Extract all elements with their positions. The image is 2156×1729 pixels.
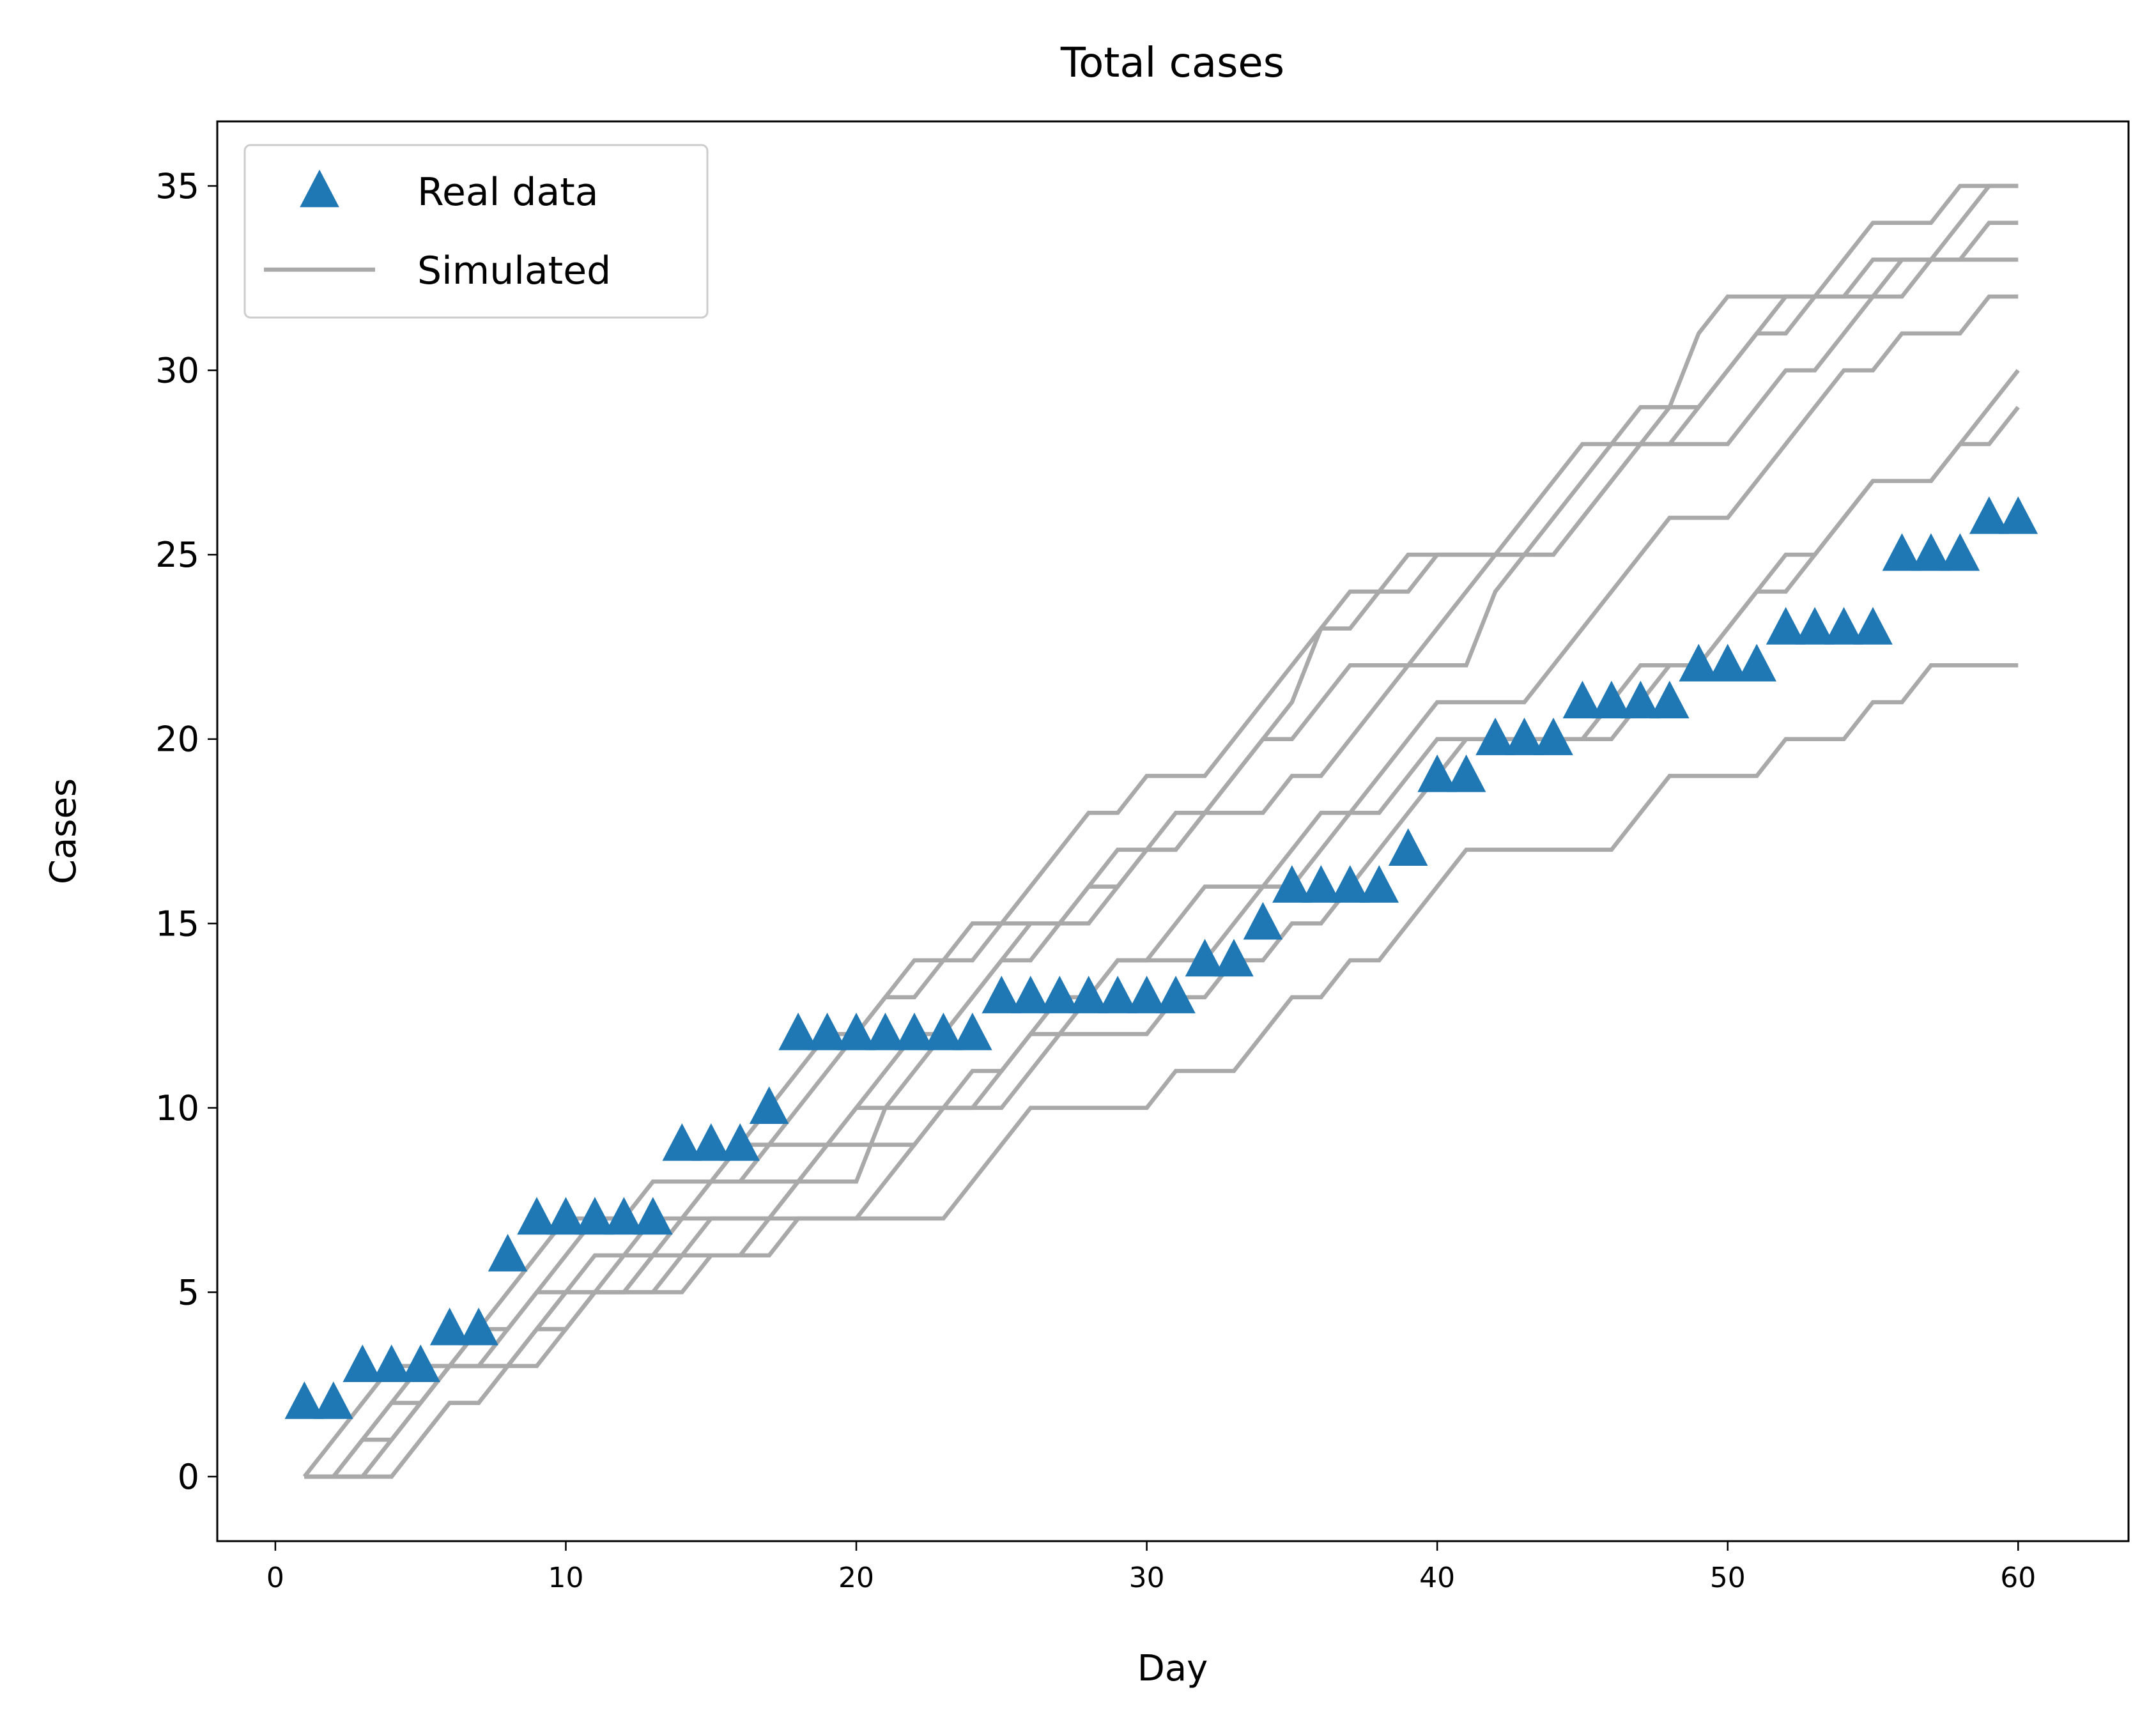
data-point bbox=[923, 1012, 964, 1050]
data-point bbox=[1737, 643, 1776, 682]
data-point bbox=[401, 1344, 440, 1383]
data-point bbox=[1098, 976, 1137, 1013]
legend-marker bbox=[300, 169, 339, 208]
plot-frame bbox=[216, 120, 2130, 1542]
data-point bbox=[1068, 976, 1109, 1013]
simulated-line bbox=[304, 663, 2019, 1479]
data-point bbox=[1214, 939, 1254, 977]
data-point bbox=[1998, 496, 2038, 534]
x-tick-label: 20 bbox=[838, 1562, 874, 1594]
data-point bbox=[778, 1012, 818, 1050]
data-point bbox=[720, 1123, 760, 1161]
y-tick-label: 10 bbox=[155, 1088, 199, 1128]
data-point bbox=[895, 1012, 934, 1050]
x-tick-label: 10 bbox=[548, 1562, 583, 1594]
data-point bbox=[1911, 533, 1951, 571]
data-point bbox=[749, 1086, 789, 1125]
data-point bbox=[865, 1012, 905, 1050]
data-point bbox=[1969, 496, 2009, 534]
x-tick-label: 40 bbox=[1419, 1562, 1455, 1594]
data-point bbox=[1592, 680, 1631, 719]
data-point bbox=[662, 1123, 702, 1161]
data-point bbox=[1766, 606, 1806, 645]
y-tick-label: 15 bbox=[155, 903, 199, 944]
data-point bbox=[1534, 718, 1573, 755]
data-point bbox=[1853, 606, 1893, 645]
data-point bbox=[1127, 976, 1167, 1013]
data-point bbox=[604, 1197, 644, 1235]
data-point bbox=[1417, 754, 1457, 792]
data-point bbox=[1243, 902, 1283, 940]
data-point bbox=[836, 1012, 876, 1050]
data-point bbox=[691, 1123, 731, 1161]
data-point bbox=[1301, 864, 1341, 903]
data-point bbox=[1010, 976, 1051, 1013]
data-point bbox=[575, 1197, 615, 1235]
legend-box bbox=[243, 144, 709, 319]
legend-label: Simulated bbox=[417, 249, 611, 293]
data-point bbox=[371, 1344, 412, 1383]
y-tick-label: 35 bbox=[155, 166, 199, 206]
data-point bbox=[1504, 718, 1544, 755]
data-point bbox=[488, 1234, 528, 1272]
data-point bbox=[1562, 680, 1603, 719]
legend-label: Real data bbox=[417, 170, 599, 215]
data-point bbox=[1388, 828, 1428, 866]
data-point bbox=[1649, 680, 1690, 719]
x-tick-label: 30 bbox=[1129, 1562, 1165, 1594]
data-point bbox=[1475, 718, 1515, 755]
data-point bbox=[1795, 606, 1835, 645]
data-point bbox=[1679, 643, 1719, 682]
data-point bbox=[546, 1197, 586, 1235]
y-tick-label: 0 bbox=[178, 1457, 199, 1497]
y-tick-label: 5 bbox=[178, 1272, 199, 1312]
data-point bbox=[1272, 864, 1312, 903]
data-point bbox=[1621, 680, 1661, 719]
chart-title: Total cases bbox=[1060, 40, 1284, 87]
y-tick-label: 20 bbox=[155, 719, 199, 760]
x-tick-label: 50 bbox=[1710, 1562, 1746, 1594]
x-axis-label: Day bbox=[1137, 1648, 1208, 1689]
y-tick-label: 25 bbox=[155, 535, 199, 575]
data-point bbox=[1446, 754, 1486, 792]
data-point bbox=[1330, 864, 1370, 903]
y-axis-label: Cases bbox=[43, 778, 84, 884]
data-point bbox=[517, 1197, 557, 1235]
data-point bbox=[1882, 533, 1922, 571]
data-point bbox=[807, 1012, 847, 1050]
data-point bbox=[1359, 864, 1399, 903]
data-point bbox=[314, 1381, 353, 1419]
data-point bbox=[1185, 939, 1225, 977]
simulated-line bbox=[304, 257, 2019, 1479]
simulated-line bbox=[304, 406, 2020, 1479]
data-point bbox=[284, 1381, 325, 1419]
y-tick-label: 30 bbox=[155, 351, 199, 391]
data-point bbox=[429, 1307, 470, 1346]
data-point bbox=[1156, 976, 1196, 1013]
data-point bbox=[1707, 643, 1748, 682]
x-tick-label: 60 bbox=[2000, 1562, 2036, 1594]
x-tick-label: 0 bbox=[266, 1562, 284, 1594]
data-point bbox=[459, 1307, 498, 1346]
data-point bbox=[633, 1197, 673, 1235]
data-point bbox=[982, 976, 1022, 1013]
data-point bbox=[1040, 976, 1080, 1013]
data-point bbox=[343, 1344, 383, 1383]
data-point bbox=[1940, 533, 1980, 571]
data-point bbox=[953, 1012, 992, 1050]
data-point bbox=[1824, 606, 1864, 645]
